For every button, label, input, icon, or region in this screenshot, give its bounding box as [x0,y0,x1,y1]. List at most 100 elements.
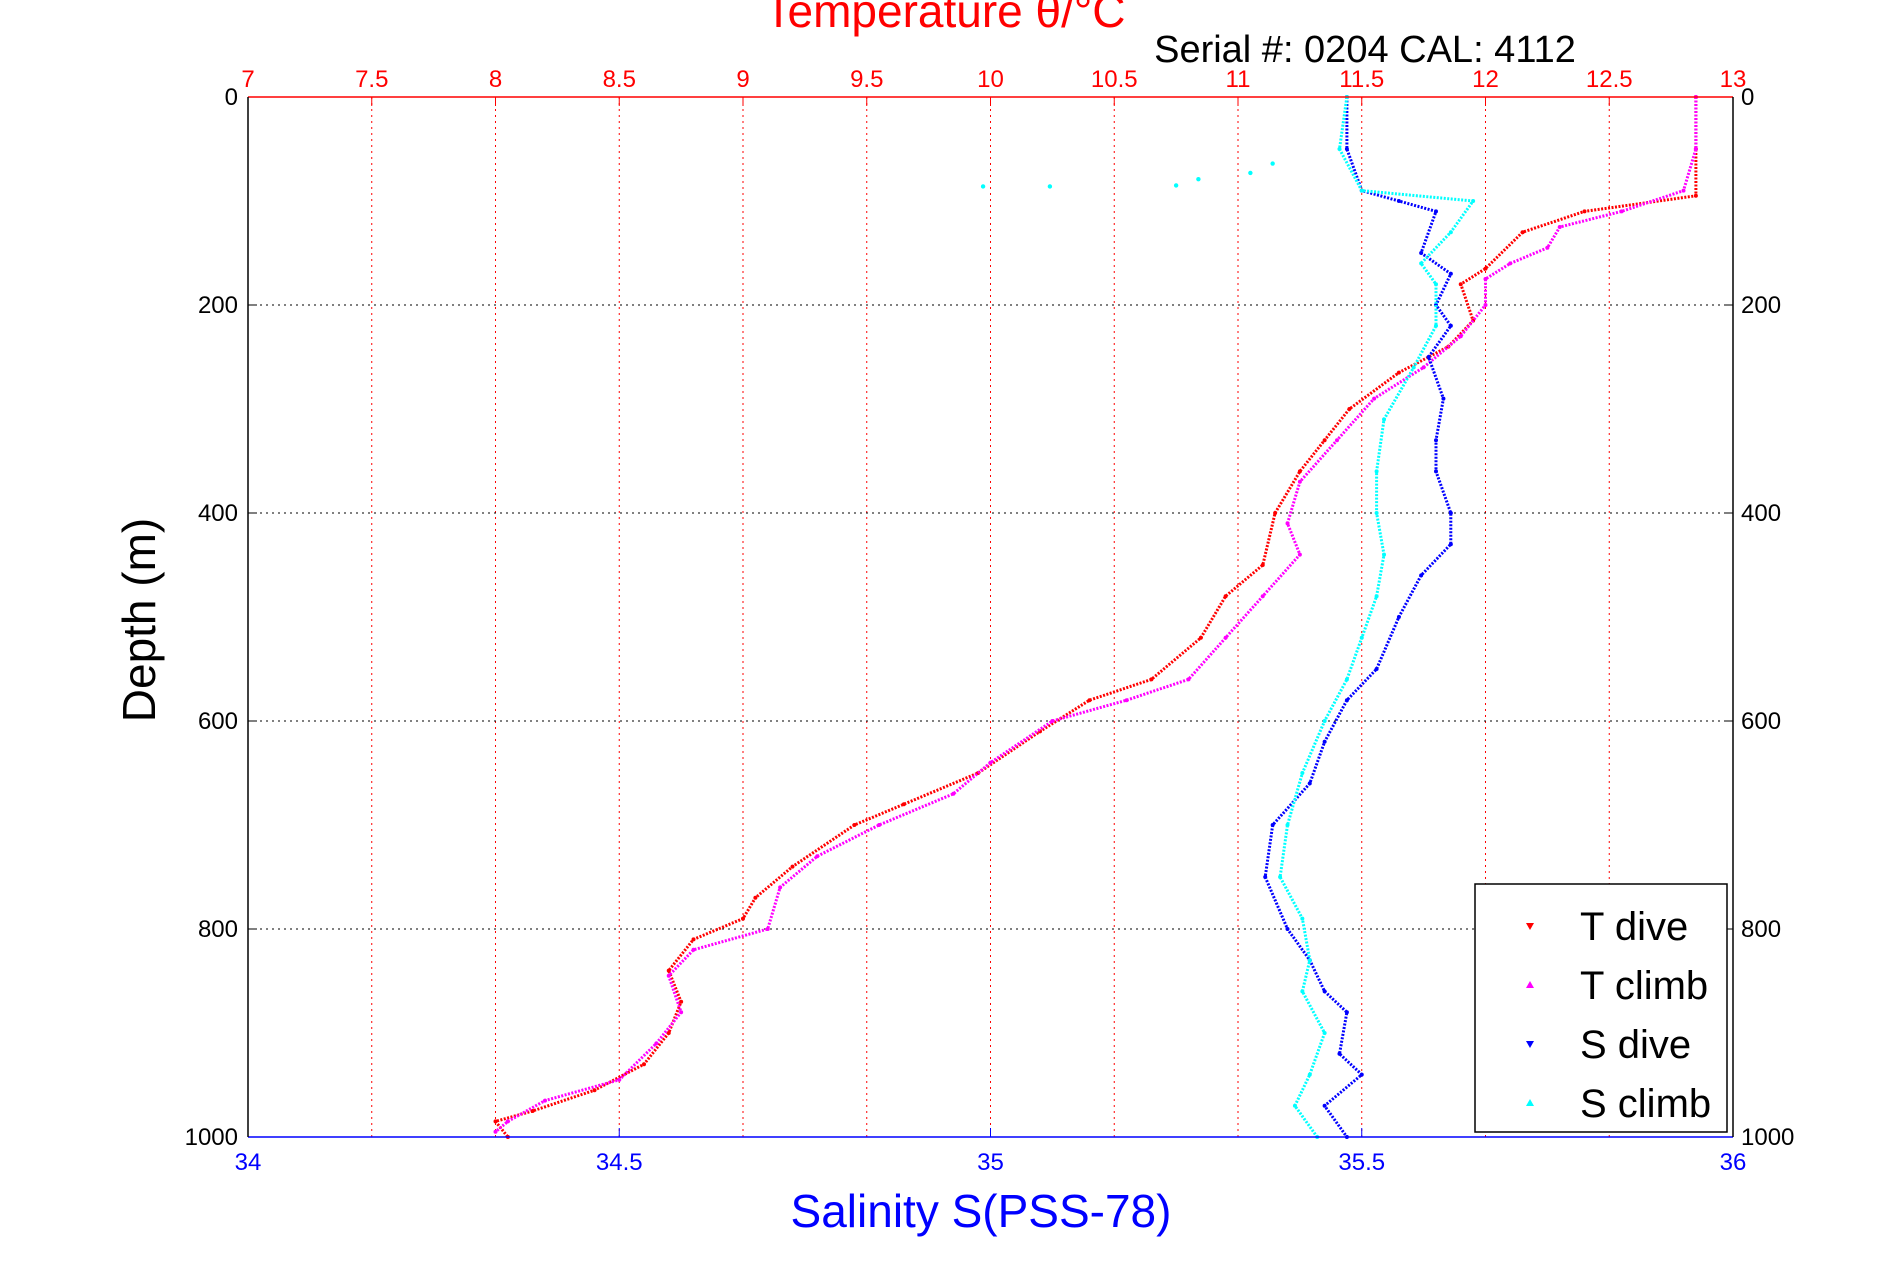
data-point [1374,469,1379,474]
data-point [617,1077,622,1082]
tick-label-depth-left: 200 [198,292,238,319]
data-point [1441,396,1446,401]
tick-label-temperature: 8.5 [603,66,636,93]
tick-label-depth-right: 400 [1741,500,1781,527]
data-point [1347,407,1352,411]
data-point [1419,251,1424,255]
tick-label-temperature: 7.5 [355,66,388,93]
legend-marker [1526,981,1534,988]
series-scatter-4 [980,161,1275,189]
data-point [951,791,956,796]
data-point [1300,916,1305,921]
data-point [901,802,906,807]
data-point [1173,183,1179,188]
data-point [1050,719,1055,723]
tick-label-depth-left: 600 [198,708,238,735]
legend-label: T climb [1580,964,1708,1008]
legend: T dive T climb S dive S climb [1474,883,1728,1133]
legend-label: S climb [1580,1082,1711,1126]
data-point [1483,277,1488,281]
data-point [1322,739,1327,744]
data-point [679,999,684,1004]
legend-marker [1526,923,1534,930]
data-point [1124,698,1129,703]
series-t-climb [493,95,1698,1134]
data-point [1359,635,1364,640]
data-point [1374,667,1379,671]
data-point [1285,927,1290,931]
data-point [790,864,795,869]
data-point [1382,552,1387,557]
data-point [1292,1103,1297,1108]
data-point [1434,209,1438,214]
chart-subtitle: Serial #: 0204 CAL: 4112 [1154,29,1576,71]
data-point [1426,355,1431,359]
data-point [1374,511,1379,515]
data-point [1344,147,1349,151]
chart-title: Temperature θ/°C [765,0,1126,37]
data-point [1434,469,1438,474]
data-point [1322,1031,1327,1035]
data-point [543,1098,547,1103]
data-point [1419,261,1424,266]
tick-label-depth-right: 1000 [1741,1124,1794,1151]
tick-label-depth-left: 0 [225,84,238,111]
data-point [1300,989,1305,994]
tick-label-depth-right: 0 [1741,84,1754,111]
data-point [1198,635,1203,640]
data-point [1223,635,1228,640]
data-point [1693,147,1698,151]
data-point [1359,1072,1364,1077]
data-point [1396,370,1401,375]
tick-label-depth-left: 800 [198,916,238,943]
tick-label-temperature: 11 [1226,66,1251,93]
tick-label-salinity: 35 [977,1149,1004,1176]
data-point [778,885,783,890]
data-point [1322,1103,1327,1108]
data-point [1273,511,1278,515]
data-point [753,895,758,900]
data-point [505,1119,510,1124]
data-point [666,1031,671,1035]
tick-label-salinity: 34 [235,1149,262,1176]
data-point [1448,230,1453,235]
data-point [1297,469,1302,474]
y-axis-label: Depth (m) [113,518,165,722]
tick-label-temperature: 8 [489,66,502,93]
tick-label-temperature: 9.5 [850,66,883,93]
data-point [1434,282,1438,287]
data-point [1396,199,1401,203]
tick-label-temperature: 12.5 [1586,66,1633,93]
data-point [877,823,882,827]
data-point [1322,438,1327,443]
data-point [1322,719,1327,723]
data-point [1448,323,1453,328]
tick-label-depth-left: 1000 [185,1124,238,1151]
data-point [1344,677,1349,682]
data-point [1344,1010,1349,1015]
data-point [493,1119,498,1124]
data-point [642,1062,646,1067]
data-point [1322,989,1327,994]
data-point [1582,209,1587,214]
data-point [1448,271,1453,276]
data-point [1285,521,1290,526]
data-point [1186,677,1191,682]
legend-label: T dive [1580,905,1688,949]
data-point [1335,438,1339,443]
data-point [1248,170,1253,176]
data-point [493,1129,498,1134]
x-axis-label: Salinity S(PSS-78) [791,1185,1172,1237]
tick-label-temperature: 13 [1720,66,1747,93]
data-point [980,184,986,189]
data-point [1483,266,1488,271]
data-point [1471,199,1476,203]
data-point [1421,365,1426,370]
legend-marker [1526,1099,1534,1106]
data-point [1411,365,1416,370]
tick-label-temperature: 10.5 [1091,66,1138,93]
tick-label-salinity: 35.5 [1338,1149,1385,1176]
series-layer [493,95,1698,1139]
data-point [765,927,770,931]
